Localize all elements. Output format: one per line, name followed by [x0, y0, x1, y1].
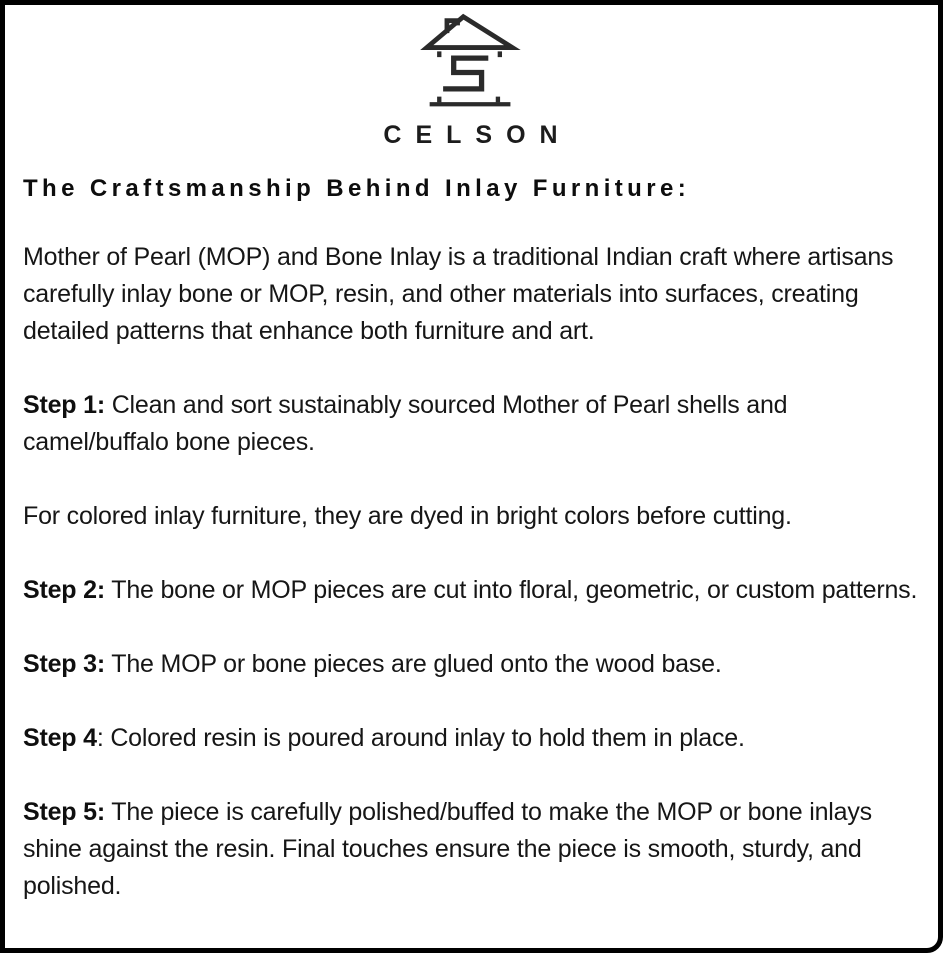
step-4-label: Step 4: [23, 724, 97, 752]
step-4-text: : Colored resin is poured around inlay t…: [96, 724, 745, 752]
step-3-label: Step 3:: [23, 650, 105, 678]
step-3-paragraph: Step 3: The MOP or bone pieces are glued…: [23, 646, 918, 683]
intro-paragraph: Mother of Pearl (MOP) and Bone Inlay is …: [23, 239, 918, 350]
step-3-text: The MOP or bone pieces are glued onto th…: [104, 650, 722, 678]
brand-name: CELSON: [383, 121, 572, 149]
intro-text: Mother of Pearl (MOP) and Bone Inlay is …: [23, 243, 894, 345]
step-1-paragraph: Step 1: Clean and sort sustainably sourc…: [23, 387, 918, 461]
colored-inlay-note-paragraph: For colored inlay furniture, they are dy…: [23, 498, 918, 535]
step-1-text: Clean and sort sustainably sourced Mothe…: [23, 391, 788, 456]
step-2-paragraph: Step 2: The bone or MOP pieces are cut i…: [23, 572, 918, 609]
step-5-paragraph: Step 5: The piece is carefully polished/…: [23, 794, 918, 905]
logo-block: CELSON: [23, 11, 918, 150]
step-2-text: The bone or MOP pieces are cut into flor…: [104, 576, 918, 604]
step-5-text: The piece is carefully polished/buffed t…: [23, 798, 872, 900]
page-title: The Craftsmanship Behind Inlay Furniture…: [23, 175, 691, 202]
note-text: For colored inlay furniture, they are dy…: [23, 502, 792, 530]
card-content: CELSON The Craftsmanship Behind Inlay Fu…: [5, 5, 938, 905]
step-1-label: Step 1:: [23, 391, 105, 419]
step-4-paragraph: Step 4: Colored resin is poured around i…: [23, 720, 918, 757]
step-2-label: Step 2:: [23, 576, 105, 604]
house-logo-icon: [418, 11, 524, 111]
step-5-label: Step 5:: [23, 798, 105, 826]
